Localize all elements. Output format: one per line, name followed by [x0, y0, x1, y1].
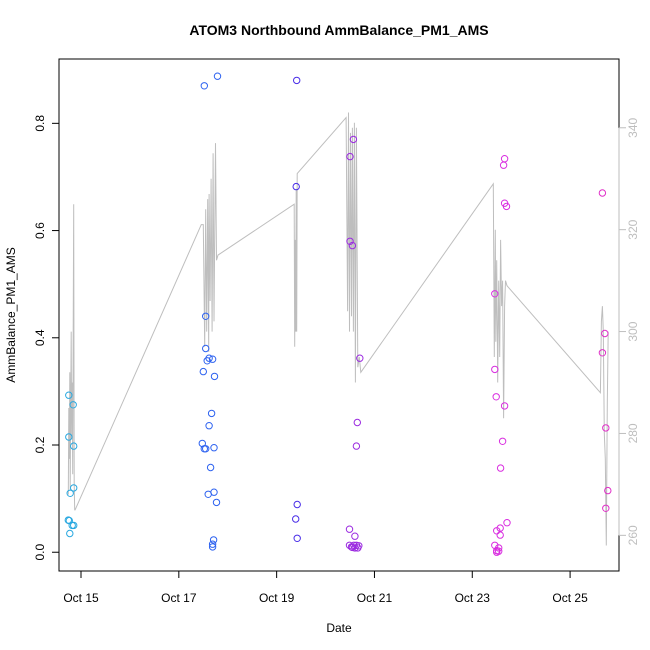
y-tick-label: 0.8	[33, 115, 47, 132]
data-point	[210, 372, 219, 381]
data-point	[65, 391, 73, 399]
data-point	[598, 189, 607, 197]
data-point	[351, 532, 359, 540]
data-point	[65, 433, 73, 441]
data-point	[70, 484, 78, 492]
data-point	[493, 548, 501, 556]
data-point	[500, 155, 509, 163]
x-tick-label: Oct 19	[259, 591, 295, 605]
data-point	[206, 463, 215, 472]
data-point	[498, 437, 507, 445]
data-point	[349, 135, 358, 144]
data-point	[208, 543, 217, 551]
data-point	[352, 442, 361, 450]
data-point	[68, 521, 76, 530]
y2-tick-label: 320	[626, 219, 640, 239]
data-point	[598, 349, 607, 357]
data-point	[199, 367, 208, 376]
data-point	[202, 344, 210, 353]
data-point	[70, 442, 78, 450]
data-point	[502, 202, 511, 211]
y-axis: 0.0 0.2 0.4 0.6 0.8	[33, 115, 59, 561]
data-point	[69, 401, 77, 409]
data-point	[351, 544, 359, 552]
data-point	[345, 525, 354, 533]
data-point	[210, 444, 218, 452]
y2-tick-label: 260	[626, 525, 640, 545]
data-point	[499, 161, 508, 169]
data-point	[500, 402, 509, 410]
data-point	[346, 152, 354, 161]
chart-title: ATOM3 Northbound AmmBalance_PM1_AMS	[189, 22, 488, 38]
scatter-points	[64, 72, 612, 556]
data-point	[205, 354, 213, 362]
data-point	[356, 354, 364, 362]
data-point	[491, 541, 499, 549]
data-point	[604, 486, 612, 495]
x-axis: Oct 15 Oct 17 Oct 19 Oct 21 Oct 23 Oct 25	[63, 570, 588, 605]
plot-frame	[58, 58, 620, 572]
data-point	[602, 424, 610, 432]
x-tick-label: Oct 17	[161, 591, 197, 605]
y2-tick-label: 340	[626, 117, 640, 137]
data-point	[602, 504, 610, 512]
data-point	[292, 515, 300, 523]
data-point	[213, 72, 222, 80]
data-point	[353, 418, 361, 427]
data-point	[66, 529, 74, 538]
y-tick-label: 0.6	[33, 222, 47, 239]
data-point	[496, 531, 504, 539]
y2-tick-label: 280	[626, 423, 640, 443]
right-axis-line	[67, 112, 609, 546]
x-tick-label: Oct 15	[63, 591, 99, 605]
data-point	[200, 82, 209, 90]
data-point	[348, 241, 357, 250]
right-axis-series-line	[67, 112, 609, 546]
x-tick-label: Oct 25	[552, 591, 588, 605]
data-point	[354, 544, 362, 552]
data-point	[491, 365, 499, 374]
data-point	[293, 534, 301, 542]
data-point	[496, 464, 505, 472]
data-point	[346, 237, 354, 246]
x-tick-label: Oct 23	[455, 591, 491, 605]
data-point	[202, 312, 210, 320]
data-point	[503, 519, 511, 527]
data-point	[66, 489, 74, 497]
x-axis-label: Date	[326, 621, 352, 635]
data-point	[293, 76, 301, 85]
data-point	[292, 182, 300, 191]
y-tick-label: 0.2	[33, 436, 47, 453]
y-tick-label: 0.0	[33, 544, 47, 561]
data-point	[492, 393, 500, 401]
data-point	[204, 490, 212, 498]
y-axis-label: AmmBalance_PM1_AMS	[4, 247, 18, 382]
data-point	[202, 445, 210, 453]
data-point	[601, 329, 609, 338]
data-point	[207, 409, 216, 418]
data-point	[205, 422, 213, 430]
data-point	[293, 500, 301, 509]
data-point	[70, 521, 78, 530]
x-tick-label: Oct 21	[357, 591, 393, 605]
y2-tick-label: 300	[626, 321, 640, 341]
data-point	[491, 290, 499, 298]
y2-axis: 260 280 300 320 340	[618, 117, 640, 545]
data-point	[208, 355, 217, 363]
data-point	[212, 498, 221, 507]
data-point	[208, 540, 217, 548]
y-tick-label: 0.4	[33, 329, 47, 346]
data-point	[209, 536, 218, 544]
